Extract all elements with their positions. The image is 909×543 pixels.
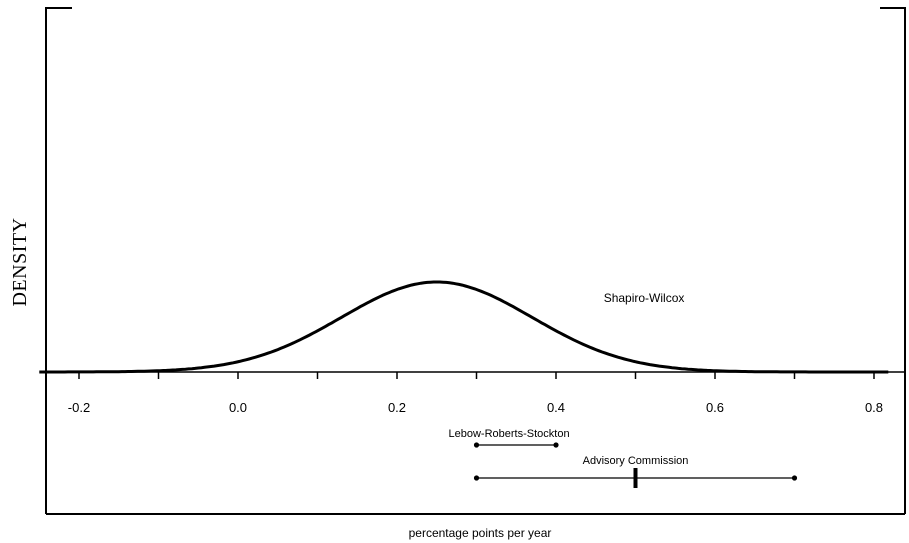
- interval-label-advisory-commission: Advisory Commission: [583, 455, 689, 467]
- series-line-shapiro-wilcox: [39, 280, 889, 374]
- series-label-shapiro-wilcox: Shapiro-Wilcox: [604, 291, 685, 305]
- interval-high-lebow-roberts-stockton: [553, 442, 559, 448]
- x-tick-label: 0.2: [388, 400, 406, 415]
- x-tick-label: 0.0: [229, 400, 247, 415]
- interval-low-advisory-commission: [473, 475, 480, 481]
- interval-estimates: Lebow-Roberts-Stockton Advisory Commissio…: [449, 428, 798, 488]
- x-tick-label: 0.8: [865, 400, 883, 415]
- interval-low-lebow-roberts-stockton: [473, 442, 480, 448]
- x-axis-tick-labels: -0.2 0.0 0.2 0.4 0.6 0.8: [68, 400, 883, 415]
- frame-left-bracket: [45, 7, 72, 514]
- interval-label-lebow-roberts-stockton: Lebow-Roberts-Stockton: [449, 428, 570, 440]
- x-tick-label: 0.4: [547, 400, 565, 415]
- x-tick-label: -0.2: [68, 400, 90, 415]
- interval-point-advisory-commission: [633, 468, 638, 488]
- frame-right-bracket: [880, 7, 906, 514]
- interval-high-advisory-commission: [791, 475, 798, 481]
- y-axis-label: DENSITY: [9, 217, 31, 306]
- x-axis-label: percentage points per year: [409, 526, 552, 540]
- x-tick-label: 0.6: [706, 400, 724, 415]
